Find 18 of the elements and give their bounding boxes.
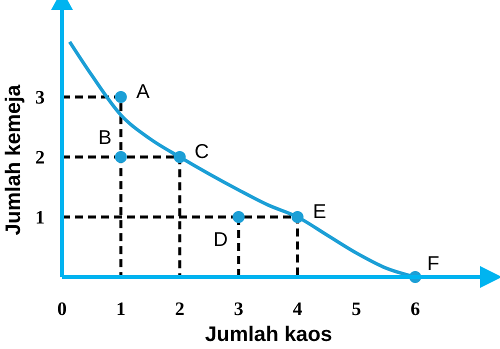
x-tick-label: 4 xyxy=(292,299,303,320)
y-tick-label: 3 xyxy=(35,88,45,109)
y-tick-label: 2 xyxy=(35,148,45,169)
annotation: A xyxy=(136,81,150,103)
y-axis-title: Jumlah kemeja xyxy=(2,84,25,236)
x-tick-label: 3 xyxy=(234,299,244,320)
x-tick-label: 2 xyxy=(174,299,184,320)
annotation: B xyxy=(98,127,112,149)
x-tick-label: 5 xyxy=(352,299,362,320)
x-tick-label: 6 xyxy=(410,299,420,320)
annotation: C xyxy=(194,141,209,163)
x-axis-title: Jumlah kaos xyxy=(205,323,332,346)
annotation: D xyxy=(213,229,228,251)
x-tick-label: 0 xyxy=(57,299,67,320)
x-tick-label: 1 xyxy=(116,299,126,320)
y-tick-label: 1 xyxy=(35,208,45,229)
annotation: E xyxy=(312,201,326,223)
annotation: F xyxy=(427,253,440,275)
